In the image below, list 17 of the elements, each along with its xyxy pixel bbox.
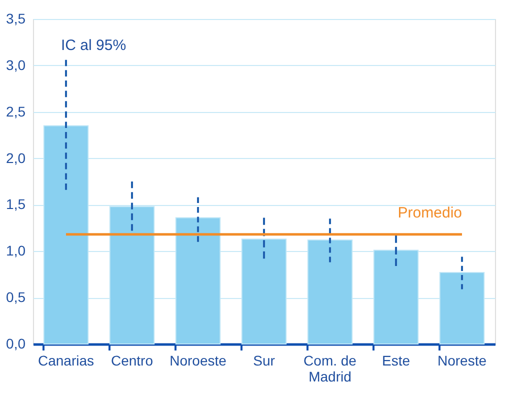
x-tick-label: Com. de Madrid (304, 352, 357, 384)
x-tick-label: Noroeste (170, 352, 227, 368)
y-tick-label: 1,5 (6, 196, 26, 212)
x-tick-label: Este (382, 352, 410, 368)
y-tick-label: 2,0 (6, 150, 26, 166)
y-tick-label: 0,0 (6, 336, 26, 352)
x-tick-label: Noreste (437, 352, 487, 368)
x-tick-label: Canarias (38, 352, 94, 368)
y-tick-label: 3,5 (6, 10, 26, 26)
x-tick-label: Centro (110, 352, 154, 368)
y-tick-label: 0,5 (6, 289, 26, 306)
annotation: IC al 95% (61, 37, 126, 54)
y-tick-label: 1,0 (6, 242, 26, 259)
y-tick-label: 2,5 (6, 103, 26, 120)
x-tick-label: Sur (253, 352, 276, 368)
y-tick-label: 3,0 (6, 56, 26, 73)
ref-line-label: Promedio (398, 204, 462, 222)
